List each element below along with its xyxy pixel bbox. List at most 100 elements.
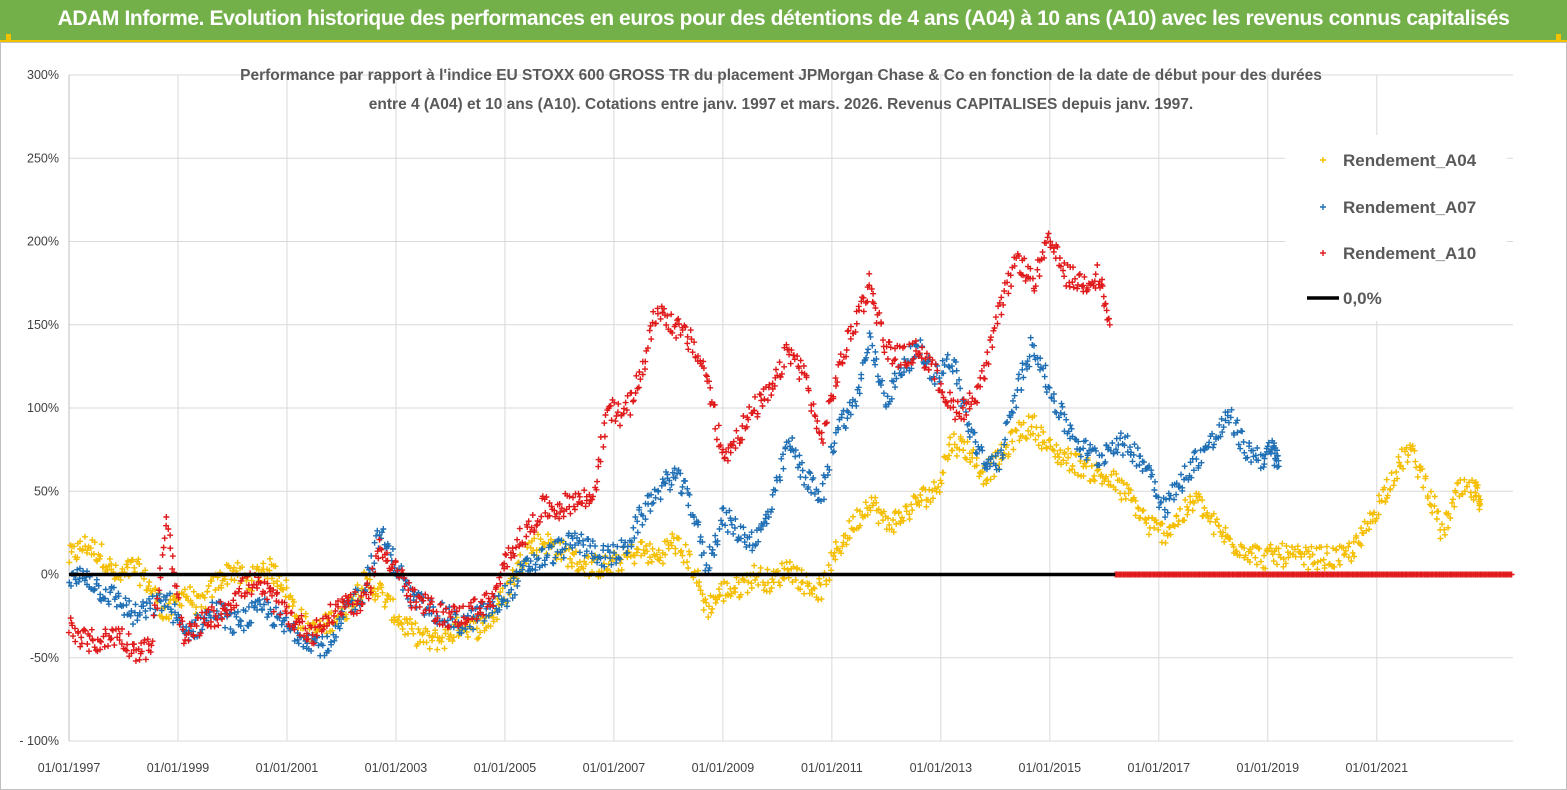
point-a07 bbox=[1119, 452, 1126, 459]
point-a10 bbox=[298, 612, 305, 619]
point-a04 bbox=[81, 533, 88, 540]
point-a07 bbox=[300, 643, 307, 650]
point-a10 bbox=[612, 418, 619, 425]
point-a07 bbox=[157, 598, 164, 605]
point-a07 bbox=[264, 614, 271, 621]
point-a10 bbox=[990, 327, 997, 334]
point-a04 bbox=[1390, 482, 1397, 489]
point-a04 bbox=[1241, 545, 1248, 552]
point-a07 bbox=[632, 514, 639, 520]
point-a10 bbox=[934, 367, 941, 374]
point-a07 bbox=[778, 455, 785, 462]
point-a04 bbox=[664, 537, 671, 544]
legend[interactable]: Rendement_A04 Rendement_A07 Rendement_A1… bbox=[1285, 135, 1507, 321]
point-a07 bbox=[880, 390, 887, 397]
point-a10 bbox=[712, 425, 719, 432]
point-a04 bbox=[287, 592, 294, 599]
point-a04 bbox=[1173, 513, 1180, 520]
point-a07 bbox=[1117, 430, 1124, 437]
point-a04 bbox=[1404, 458, 1411, 465]
point-a10 bbox=[440, 609, 447, 616]
point-a10 bbox=[281, 599, 288, 606]
point-a04 bbox=[1445, 524, 1452, 531]
point-a07 bbox=[631, 535, 638, 542]
point-a07 bbox=[91, 586, 98, 592]
point-a04 bbox=[260, 560, 267, 567]
point-a04 bbox=[806, 580, 813, 587]
point-a04 bbox=[893, 521, 900, 527]
point-a04 bbox=[541, 540, 548, 547]
point-a07 bbox=[1026, 353, 1033, 360]
point-a07 bbox=[1137, 453, 1144, 460]
point-a07 bbox=[1139, 468, 1146, 474]
point-a07 bbox=[1136, 462, 1143, 468]
point-a04 bbox=[946, 452, 952, 459]
point-a10 bbox=[270, 608, 277, 615]
point-a10 bbox=[135, 646, 142, 653]
point-a04 bbox=[1120, 480, 1127, 486]
point-a04 bbox=[828, 567, 835, 574]
point-a04 bbox=[567, 555, 574, 562]
point-a07 bbox=[132, 601, 139, 608]
point-a10 bbox=[173, 583, 180, 590]
point-a07 bbox=[371, 560, 378, 567]
point-a07 bbox=[651, 486, 658, 493]
point-a04 bbox=[290, 598, 297, 605]
point-a04 bbox=[1189, 507, 1196, 514]
point-a04 bbox=[204, 588, 211, 595]
x-tick-label: 01/01/2009 bbox=[692, 761, 755, 775]
point-a07 bbox=[504, 598, 511, 605]
point-a07 bbox=[112, 594, 119, 600]
point-a10 bbox=[661, 305, 667, 312]
point-a07 bbox=[544, 552, 551, 559]
point-a10 bbox=[721, 455, 728, 462]
point-a10 bbox=[384, 549, 390, 556]
banner-title: ADAM Informe. Evolution historique des p… bbox=[57, 7, 1510, 30]
point-a07 bbox=[589, 538, 596, 545]
point-a10 bbox=[230, 597, 237, 604]
point-a10 bbox=[299, 618, 306, 625]
point-a07 bbox=[81, 577, 88, 584]
point-a07 bbox=[594, 559, 601, 566]
point-a10 bbox=[426, 607, 433, 614]
point-a10 bbox=[159, 551, 166, 558]
point-a10 bbox=[892, 356, 899, 363]
point-a07 bbox=[230, 629, 237, 636]
point-a04 bbox=[1305, 548, 1312, 555]
point-a07 bbox=[1061, 411, 1068, 418]
point-a04 bbox=[1135, 505, 1142, 512]
point-a07 bbox=[728, 517, 734, 524]
point-a04 bbox=[473, 625, 480, 632]
point-a10 bbox=[489, 590, 496, 597]
point-a04 bbox=[720, 598, 727, 604]
point-a07 bbox=[667, 486, 673, 493]
point-a10 bbox=[359, 601, 366, 607]
point-a07 bbox=[765, 514, 772, 520]
point-a10 bbox=[969, 395, 976, 402]
point-a10 bbox=[752, 393, 758, 400]
point-a04 bbox=[1345, 543, 1352, 550]
point-a10 bbox=[939, 389, 946, 395]
point-a10 bbox=[407, 599, 414, 606]
point-a07 bbox=[994, 449, 1001, 456]
point-a07 bbox=[126, 597, 133, 604]
point-a10 bbox=[352, 589, 359, 595]
point-a10 bbox=[611, 399, 618, 406]
point-a04 bbox=[511, 581, 518, 588]
point-a04 bbox=[857, 522, 863, 529]
point-a10 bbox=[922, 364, 929, 371]
point-a04 bbox=[908, 501, 915, 508]
point-a10 bbox=[706, 378, 712, 385]
point-a10 bbox=[523, 533, 530, 540]
point-a04 bbox=[1282, 560, 1289, 567]
point-a07 bbox=[333, 633, 339, 640]
point-a04 bbox=[426, 645, 433, 652]
x-tick-label: 01/01/2001 bbox=[256, 761, 319, 775]
point-a07 bbox=[240, 627, 247, 634]
point-a10 bbox=[601, 433, 608, 440]
point-a04 bbox=[267, 555, 273, 562]
point-a04 bbox=[535, 531, 542, 538]
point-a10 bbox=[244, 589, 251, 596]
point-a10 bbox=[325, 615, 332, 621]
point-a04 bbox=[1333, 546, 1340, 553]
